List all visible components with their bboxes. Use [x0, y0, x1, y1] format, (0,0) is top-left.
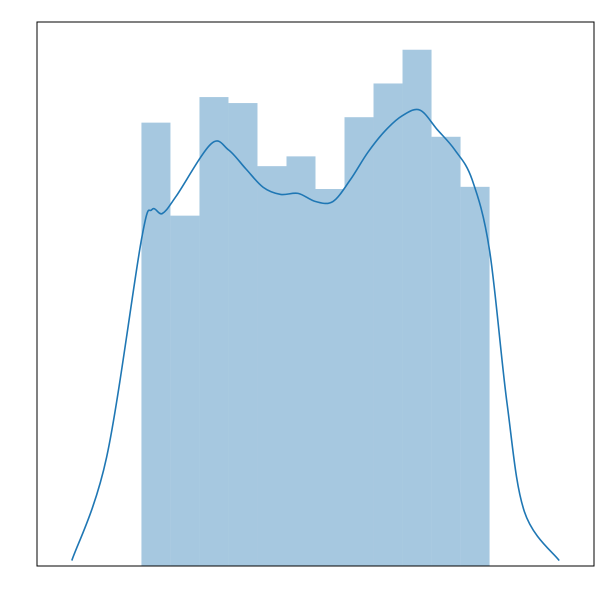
histogram-bar	[228, 103, 258, 566]
bars-layer	[141, 49, 490, 567]
histogram-bar	[257, 166, 287, 566]
histogram-bar	[286, 156, 316, 566]
histogram-bar	[402, 49, 432, 567]
histogram-bar	[373, 83, 403, 566]
histogram-bar	[431, 136, 461, 566]
histogram-bar	[344, 117, 374, 566]
histogram-bar	[315, 189, 345, 566]
kde-line	[71, 108, 560, 562]
histogram-bar	[460, 186, 490, 566]
plot-frame	[36, 21, 595, 567]
histogram-bar	[170, 215, 200, 566]
kde-layer	[71, 108, 560, 562]
histogram-bar	[199, 97, 229, 566]
histogram-bar	[141, 122, 171, 566]
